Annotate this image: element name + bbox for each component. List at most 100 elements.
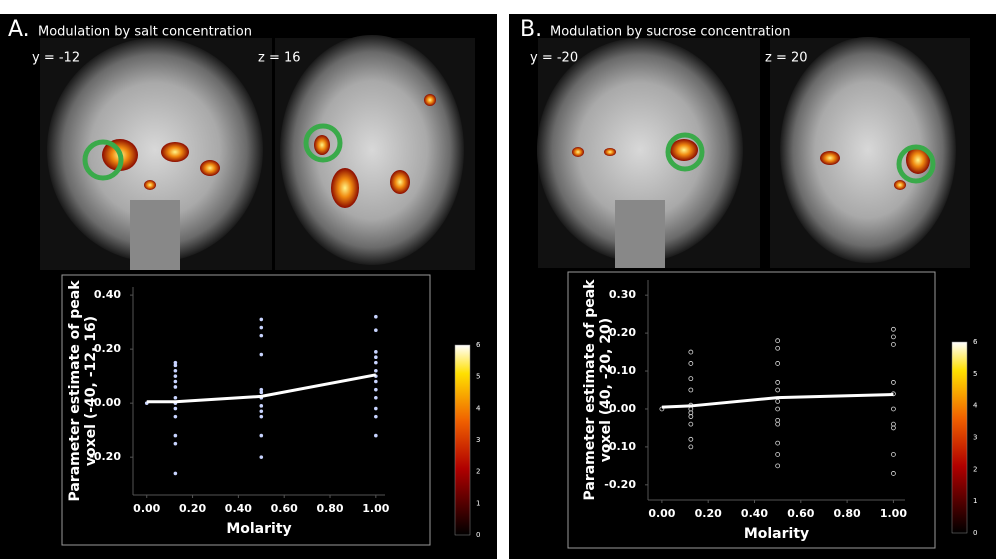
plot-frame xyxy=(61,274,431,546)
data-point xyxy=(259,433,264,438)
colorbar-tick-label: 4 xyxy=(476,404,481,412)
data-point xyxy=(775,361,781,366)
plot-frame xyxy=(567,271,936,549)
y-tick-label: 0.30 xyxy=(609,288,636,301)
data-point xyxy=(259,317,264,322)
x-tick-label: 0.60 xyxy=(271,502,298,515)
y-axis-label: voxel (-40, -12, 16) xyxy=(83,316,99,466)
y-tick-label: 0.20 xyxy=(94,342,121,355)
data-point xyxy=(259,325,264,330)
data-point xyxy=(688,421,694,427)
data-point xyxy=(374,379,378,384)
data-point xyxy=(775,463,781,469)
x-tick-label: 0.40 xyxy=(741,507,768,520)
colorbar-tick-label: 3 xyxy=(476,436,480,444)
slice-label: y = -12 xyxy=(32,51,80,66)
data-point xyxy=(891,342,896,347)
y-tick-label: 0.40 xyxy=(94,288,121,301)
data-point xyxy=(173,374,178,378)
data-point xyxy=(688,349,694,355)
y-tick-label: 0.00 xyxy=(609,402,636,415)
colorbar-tick-label: 4 xyxy=(973,402,978,410)
data-point xyxy=(374,406,378,411)
data-point xyxy=(173,385,178,389)
data-point xyxy=(173,363,178,368)
data-point xyxy=(775,398,781,404)
data-point xyxy=(173,414,178,419)
data-point xyxy=(259,390,264,395)
data-point xyxy=(775,387,781,393)
data-point xyxy=(891,452,896,457)
slice-label: y = -20 xyxy=(530,51,578,66)
x-tick-label: 0.60 xyxy=(787,507,814,520)
y-axis-label: Parameter estimate of peak xyxy=(582,279,598,501)
x-tick-label: 0.00 xyxy=(133,502,160,515)
colorbar-tick-label: 6 xyxy=(973,338,978,346)
data-point xyxy=(259,387,264,392)
colorbar-tick-label: 2 xyxy=(973,465,977,473)
x-tick-label: 0.80 xyxy=(316,502,343,515)
colorbar-tick-label: 2 xyxy=(476,468,480,476)
data-point xyxy=(173,360,178,365)
data-point xyxy=(374,328,378,333)
colorbar xyxy=(454,344,471,536)
data-point xyxy=(259,333,264,338)
data-point xyxy=(259,352,264,357)
data-point xyxy=(173,471,178,476)
data-point xyxy=(259,404,264,408)
colorbar xyxy=(951,341,968,534)
data-point xyxy=(688,444,694,450)
data-point xyxy=(775,452,781,457)
data-point xyxy=(173,433,178,438)
data-point xyxy=(173,406,178,411)
data-point xyxy=(775,440,781,446)
data-point xyxy=(374,314,378,319)
colorbar-tick-label: 5 xyxy=(476,373,480,381)
data-point xyxy=(891,425,896,431)
trend-line xyxy=(661,393,894,409)
data-point xyxy=(891,380,896,385)
colorbar-tick-label: 6 xyxy=(476,341,481,349)
y-tick-label: -0.10 xyxy=(604,440,636,453)
data-point xyxy=(374,395,378,400)
slice-label: z = 20 xyxy=(765,51,808,66)
data-point xyxy=(173,395,178,400)
y-tick-label: 0.10 xyxy=(609,364,636,377)
data-point xyxy=(374,387,378,392)
x-axis-label: Molarity xyxy=(226,521,291,537)
data-point xyxy=(259,455,264,459)
brain-slices xyxy=(40,35,475,270)
colorbar-tick-label: 0 xyxy=(476,531,480,539)
data-point xyxy=(688,387,694,393)
colorbar-tick-label: 5 xyxy=(973,370,977,378)
y-tick-label: 0.20 xyxy=(609,326,636,339)
y-tick-label: -0.20 xyxy=(604,478,636,491)
x-tick-label: 1.00 xyxy=(880,507,907,520)
y-axis-label: voxel (40, -20, 20) xyxy=(598,318,614,462)
data-point xyxy=(891,471,896,476)
data-point xyxy=(891,326,896,332)
panel-title: Modulation by salt concentration xyxy=(38,25,252,40)
brain-slices xyxy=(537,37,970,268)
y-axis-label: Parameter estimate of peak xyxy=(67,280,83,502)
data-point xyxy=(374,433,378,438)
data-point xyxy=(891,406,896,412)
x-tick-label: 0.20 xyxy=(179,502,206,515)
data-point xyxy=(374,368,378,373)
x-axis-label: Molarity xyxy=(744,526,809,542)
y-tick-label: -0.20 xyxy=(89,450,121,463)
x-tick-label: 0.20 xyxy=(695,507,722,520)
y-tick-label: 0.00 xyxy=(94,396,121,409)
data-point xyxy=(259,414,264,419)
data-point xyxy=(173,441,178,446)
data-point xyxy=(775,345,781,351)
x-tick-label: 0.80 xyxy=(834,507,861,520)
data-point xyxy=(688,414,694,419)
data-point xyxy=(374,350,378,354)
colorbar-tick-label: 0 xyxy=(973,529,977,537)
data-point xyxy=(891,334,896,340)
data-point xyxy=(775,421,781,427)
data-point xyxy=(173,368,178,373)
data-point xyxy=(688,361,694,366)
